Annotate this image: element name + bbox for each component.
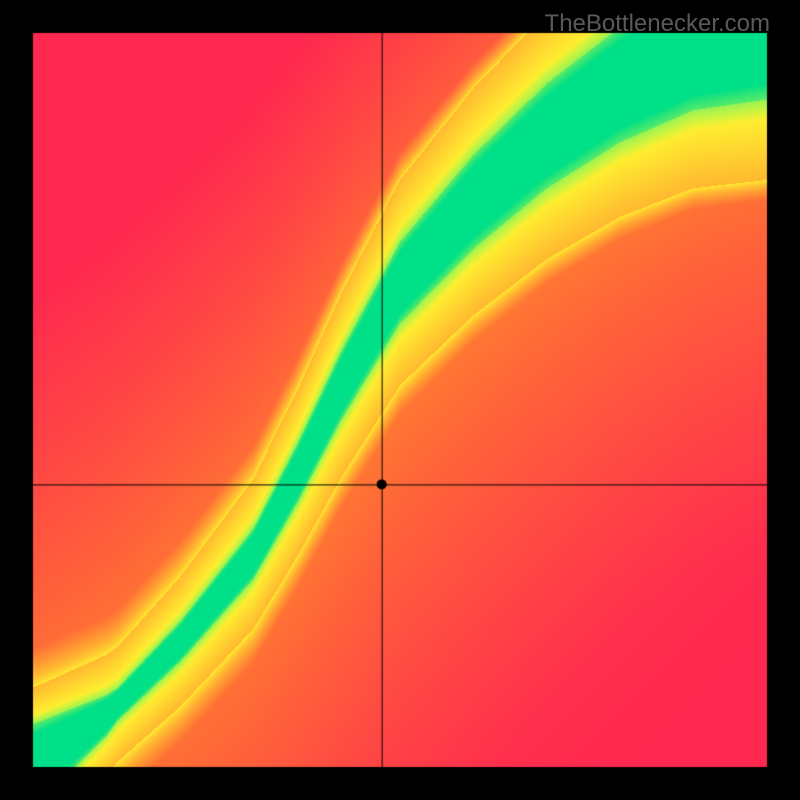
heatmap-canvas <box>0 0 800 800</box>
chart-container: TheBottlenecker.com <box>0 0 800 800</box>
watermark-text: TheBottlenecker.com <box>545 10 770 38</box>
